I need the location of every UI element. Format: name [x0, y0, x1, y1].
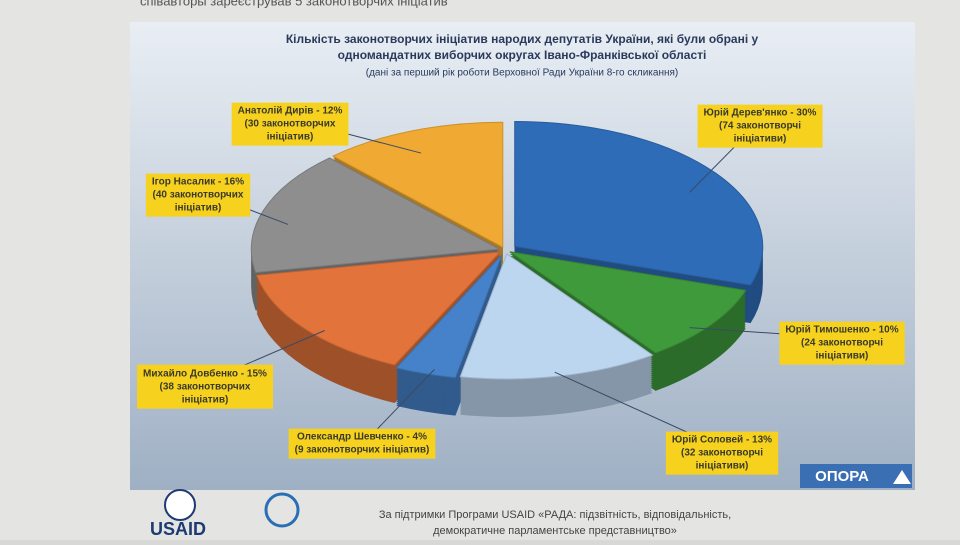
chart-title: одномандатних виборчих округах Івано-Фра…: [338, 48, 707, 62]
chart-title: Кількість законотворчих ініціатив народи…: [286, 32, 759, 46]
labels: Юрій Дерев'янко - 30% (74 законотворчі іні…: [137, 102, 905, 475]
label-box: [137, 364, 274, 409]
label-box: [665, 431, 779, 475]
slice-detail: ініціативи): [734, 134, 787, 145]
slice-detail: (32 законотворчі: [681, 448, 763, 459]
slice: [459, 253, 654, 380]
label-box: [288, 428, 436, 459]
header-text: співавторы зареєстрував 5 законотворчих …: [140, 0, 448, 8]
slice: [250, 157, 501, 274]
opora-text: ОПОРА: [815, 468, 869, 485]
slice-detail: (40 законотворчих: [153, 190, 244, 201]
slice-label: Михайло Довбенко - 15%: [143, 368, 267, 380]
label-box: [145, 173, 251, 217]
slice-detail: (30 законотворчих: [245, 119, 336, 130]
label-box: [779, 321, 905, 365]
label-box: [231, 102, 349, 146]
slice-label: Юрій Тимошенко - 10%: [785, 325, 898, 336]
pie: [250, 120, 764, 417]
slice-detail: ініціативи): [816, 351, 869, 362]
slice: [255, 251, 502, 366]
slice-detail: (74 законотворчі: [719, 121, 801, 132]
slice-detail: (9 законотворчих ініціатив): [295, 445, 430, 456]
opora-icon: [893, 470, 911, 484]
slice-detail: (24 законотворчі: [801, 338, 883, 349]
slice-detail: ініціатив): [267, 132, 314, 143]
usaid-text: USAID: [150, 519, 206, 539]
slice-detail: ініціатив): [182, 395, 229, 406]
slice: [395, 254, 503, 379]
slice: [514, 120, 764, 286]
slice-detail: ініціативи): [696, 461, 749, 472]
chart-subtitle: (дані за перший рік роботи Верховної Рад…: [366, 67, 679, 79]
slice-label: Юрій Соловей - 13%: [672, 435, 772, 446]
slice-detail: ініціатив): [175, 203, 222, 214]
slice-label: Юрій Дерев'янко - 30%: [704, 108, 817, 119]
footer-text: За підтримки Програми USAID «РАДА: підзв…: [379, 509, 731, 521]
slice: [509, 251, 747, 354]
usaid-seal: [164, 489, 196, 521]
footer-text: демократичне парламентське представництв…: [433, 525, 677, 537]
slice-detail: (38 законотворчих: [160, 382, 251, 393]
label-box: [697, 104, 823, 148]
rada-logo: [264, 492, 300, 528]
slice: [331, 121, 504, 249]
slice-label: Ігор Насалик - 16%: [152, 177, 244, 188]
slice-label: Анатолій Дирів - 12%: [238, 106, 343, 117]
slice-label: Олександр Шевченко - 4%: [297, 432, 427, 443]
